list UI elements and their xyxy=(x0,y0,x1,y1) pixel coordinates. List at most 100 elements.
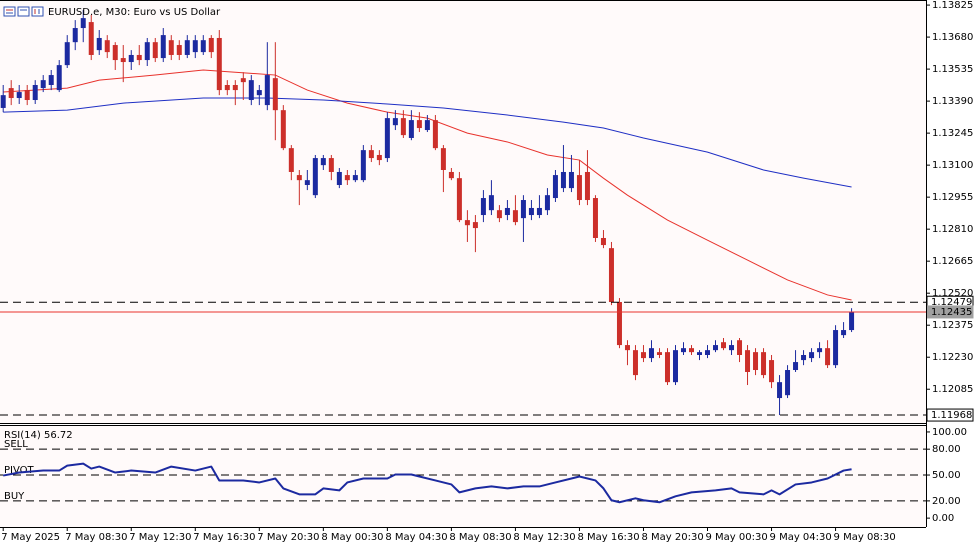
candle-body xyxy=(280,110,286,149)
candle-body xyxy=(672,350,678,383)
y-tick-label: 50.00 xyxy=(932,470,961,481)
x-tick-label: 7 May 16:30 xyxy=(193,532,255,543)
candle-body xyxy=(464,220,470,226)
candle-body xyxy=(456,178,462,221)
candle-body xyxy=(24,90,30,101)
candle-body xyxy=(504,207,510,216)
candle-body xyxy=(817,348,823,353)
y-tick-label: 1.12665 xyxy=(932,256,973,267)
rsi-level-label: SELL xyxy=(4,439,28,450)
candle-body xyxy=(664,352,670,383)
candle-body xyxy=(336,171,342,186)
candle-body xyxy=(552,175,558,199)
candle-body xyxy=(48,75,54,85)
candle-body xyxy=(777,382,783,399)
candle-body xyxy=(632,350,638,376)
candle-body xyxy=(616,302,622,346)
candle-body xyxy=(88,22,94,55)
candle-body xyxy=(16,92,22,99)
candle-body xyxy=(592,198,598,238)
candle-body xyxy=(176,45,182,55)
y-tick-label: 80.00 xyxy=(932,444,961,455)
candle-body xyxy=(352,175,358,181)
x-tick-label: 8 May 16:30 xyxy=(577,532,639,543)
chart-title: EURUSD.e, M30: Euro vs US Dollar xyxy=(48,7,221,18)
candle-body xyxy=(640,352,646,359)
y-tick-label: 1.12955 xyxy=(932,192,973,203)
candle-body xyxy=(272,78,278,111)
candle-body xyxy=(128,54,134,63)
candle-body xyxy=(825,348,831,366)
candle-body xyxy=(256,90,262,96)
candle-body xyxy=(753,352,759,371)
y-tick-label: 0.00 xyxy=(932,513,954,524)
x-tick-label: 7 May 20:30 xyxy=(257,532,319,543)
candle-body xyxy=(104,40,110,53)
price-label: 1.12435 xyxy=(931,307,972,318)
icon xyxy=(3,6,16,17)
candle-body xyxy=(80,18,86,29)
x-tick-label: 8 May 04:30 xyxy=(385,532,447,543)
candle-body xyxy=(801,355,807,361)
indicator-label: RSI(14) 56.72 xyxy=(4,430,73,441)
candle-body xyxy=(296,175,302,181)
candle-body xyxy=(360,150,366,181)
icon xyxy=(17,6,30,17)
candle-body xyxy=(32,84,38,101)
candle-body xyxy=(64,42,70,66)
rsi-level-label: PIVOT xyxy=(4,465,35,476)
rsi-level-label: BUY xyxy=(4,491,25,502)
candle-body xyxy=(849,311,855,331)
candle-body xyxy=(184,40,190,55)
candle-body xyxy=(576,175,582,201)
candle-body xyxy=(216,37,222,91)
price-panel xyxy=(0,0,926,423)
candle-body xyxy=(536,207,542,216)
candle-body xyxy=(400,118,406,136)
candle-body xyxy=(688,348,694,353)
x-tick-label: 8 May 00:30 xyxy=(321,532,383,543)
candle-body xyxy=(136,54,142,61)
title-icons xyxy=(3,6,44,17)
candle-body xyxy=(264,75,270,106)
rsi-line xyxy=(3,462,852,504)
candle-body xyxy=(160,35,166,59)
frame xyxy=(0,0,927,528)
candle-body xyxy=(168,40,174,55)
candle-body xyxy=(568,171,574,189)
y-tick-label: 1.13535 xyxy=(932,64,973,75)
candle-body xyxy=(368,150,374,159)
x-tick-label: 9 May 04:30 xyxy=(770,532,832,543)
candle-body xyxy=(288,148,294,172)
candle-body xyxy=(304,180,310,186)
candle-body xyxy=(785,370,791,396)
candle-body xyxy=(56,65,62,91)
rsi-panel xyxy=(0,426,926,527)
candle-body xyxy=(224,84,230,91)
candle-body xyxy=(520,200,526,219)
candle-body xyxy=(328,158,334,172)
candle-body xyxy=(560,171,566,189)
candle-body xyxy=(841,330,847,336)
candle-body xyxy=(8,88,14,99)
x-tick-label: 7 May 12:30 xyxy=(129,532,191,543)
candle-body xyxy=(200,40,206,53)
y-tick-label: 1.12520 xyxy=(932,288,973,299)
candle-body xyxy=(320,158,326,166)
candle-body xyxy=(656,352,662,356)
price-label: 1.12479 xyxy=(931,297,972,308)
x-tick-label: 7 May 08:30 xyxy=(65,532,127,543)
y-tick-label: 1.13390 xyxy=(932,96,973,107)
indicator-name: RSI(14) xyxy=(4,430,41,441)
candle-body xyxy=(833,330,839,366)
y-tick-label: 1.12810 xyxy=(932,224,973,235)
candle-body xyxy=(496,210,502,219)
y-tick-label: 1.12375 xyxy=(932,320,973,331)
candle-body xyxy=(600,237,606,246)
candle-body xyxy=(761,352,767,376)
candle-body xyxy=(528,207,534,216)
candle-body xyxy=(152,42,158,59)
candle-body xyxy=(440,148,446,170)
candle-body xyxy=(96,37,102,51)
